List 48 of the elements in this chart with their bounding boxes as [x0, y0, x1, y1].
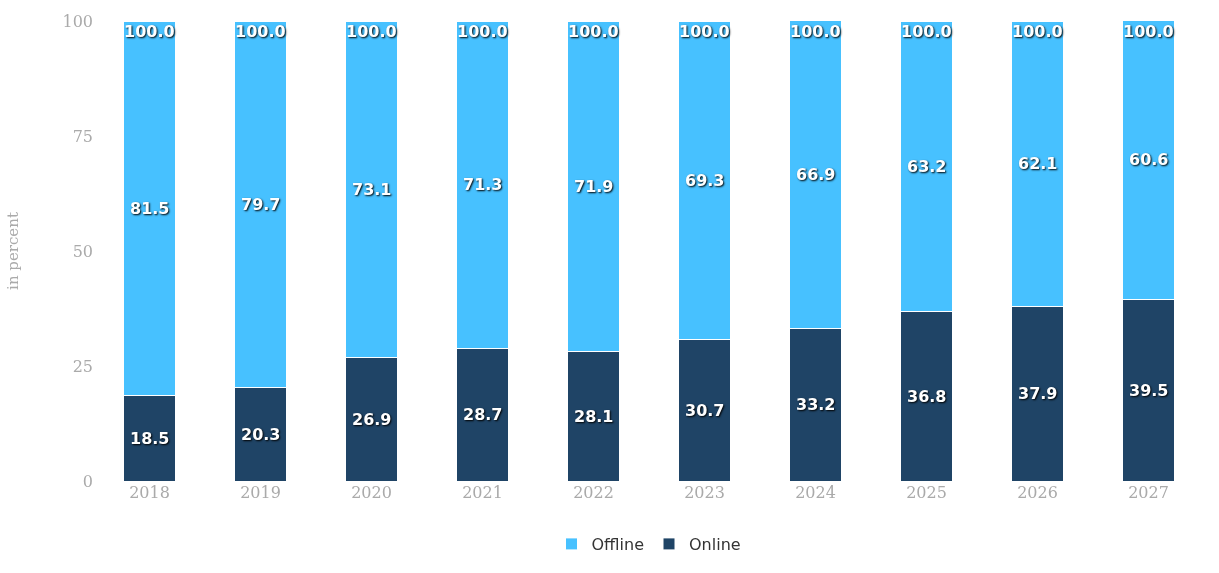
total-label: 100.0 [346, 22, 397, 41]
y-tick-label: 25 [72, 356, 93, 376]
x-tick-label: 2018 [129, 483, 170, 502]
data-label: 73.1 [352, 180, 392, 199]
data-label: 71.9 [574, 177, 614, 196]
x-tick-label: 2023 [684, 483, 725, 502]
data-label: 63.2 [907, 157, 947, 176]
x-tick-label: 2026 [1017, 483, 1058, 502]
total-label: 100.0 [568, 22, 619, 41]
x-tick-label: 2021 [462, 483, 503, 502]
data-label: 81.5 [130, 199, 170, 218]
x-tick-label: 2022 [573, 483, 614, 502]
data-label: 69.3 [685, 171, 725, 190]
total-label: 100.0 [1012, 22, 1063, 41]
data-label: 66.9 [796, 165, 836, 184]
x-tick-label: 2020 [351, 483, 392, 502]
data-label: 30.7 [685, 401, 725, 420]
total-label: 100.0 [679, 22, 730, 41]
total-label: 100.0 [901, 22, 952, 41]
y-axis-title: in percent [3, 212, 22, 290]
data-label: 33.2 [796, 395, 836, 414]
data-label: 28.1 [574, 407, 614, 426]
data-label: 36.8 [907, 387, 947, 406]
data-label: 62.1 [1018, 154, 1058, 173]
y-tick-label: 0 [82, 471, 93, 491]
x-tick-label: 2019 [240, 483, 281, 502]
data-label: 28.7 [463, 405, 503, 424]
data-label: 18.5 [130, 429, 170, 448]
data-label: 39.5 [1129, 381, 1169, 400]
y-tick-label: 100 [62, 11, 93, 31]
x-tick-label: 2025 [906, 483, 947, 502]
y-tick-label: 50 [72, 241, 93, 261]
data-label: 20.3 [241, 425, 281, 444]
data-label: 60.6 [1129, 150, 1169, 169]
x-tick-label: 2024 [795, 483, 836, 502]
legend-label: Offline [591, 535, 644, 555]
data-label: 37.9 [1018, 384, 1058, 403]
x-tick-label: 2027 [1128, 483, 1169, 502]
data-label: 26.9 [352, 410, 392, 429]
y-tick-label: 75 [72, 126, 93, 146]
total-label: 100.0 [457, 22, 508, 41]
total-label: 100.0 [235, 22, 286, 41]
total-label: 100.0 [124, 22, 175, 41]
total-label: 100.0 [790, 22, 841, 41]
legend-label: Online [689, 535, 741, 555]
data-label: 71.3 [463, 175, 503, 194]
data-label: 79.7 [241, 195, 281, 214]
total-label: 100.0 [1123, 22, 1174, 41]
